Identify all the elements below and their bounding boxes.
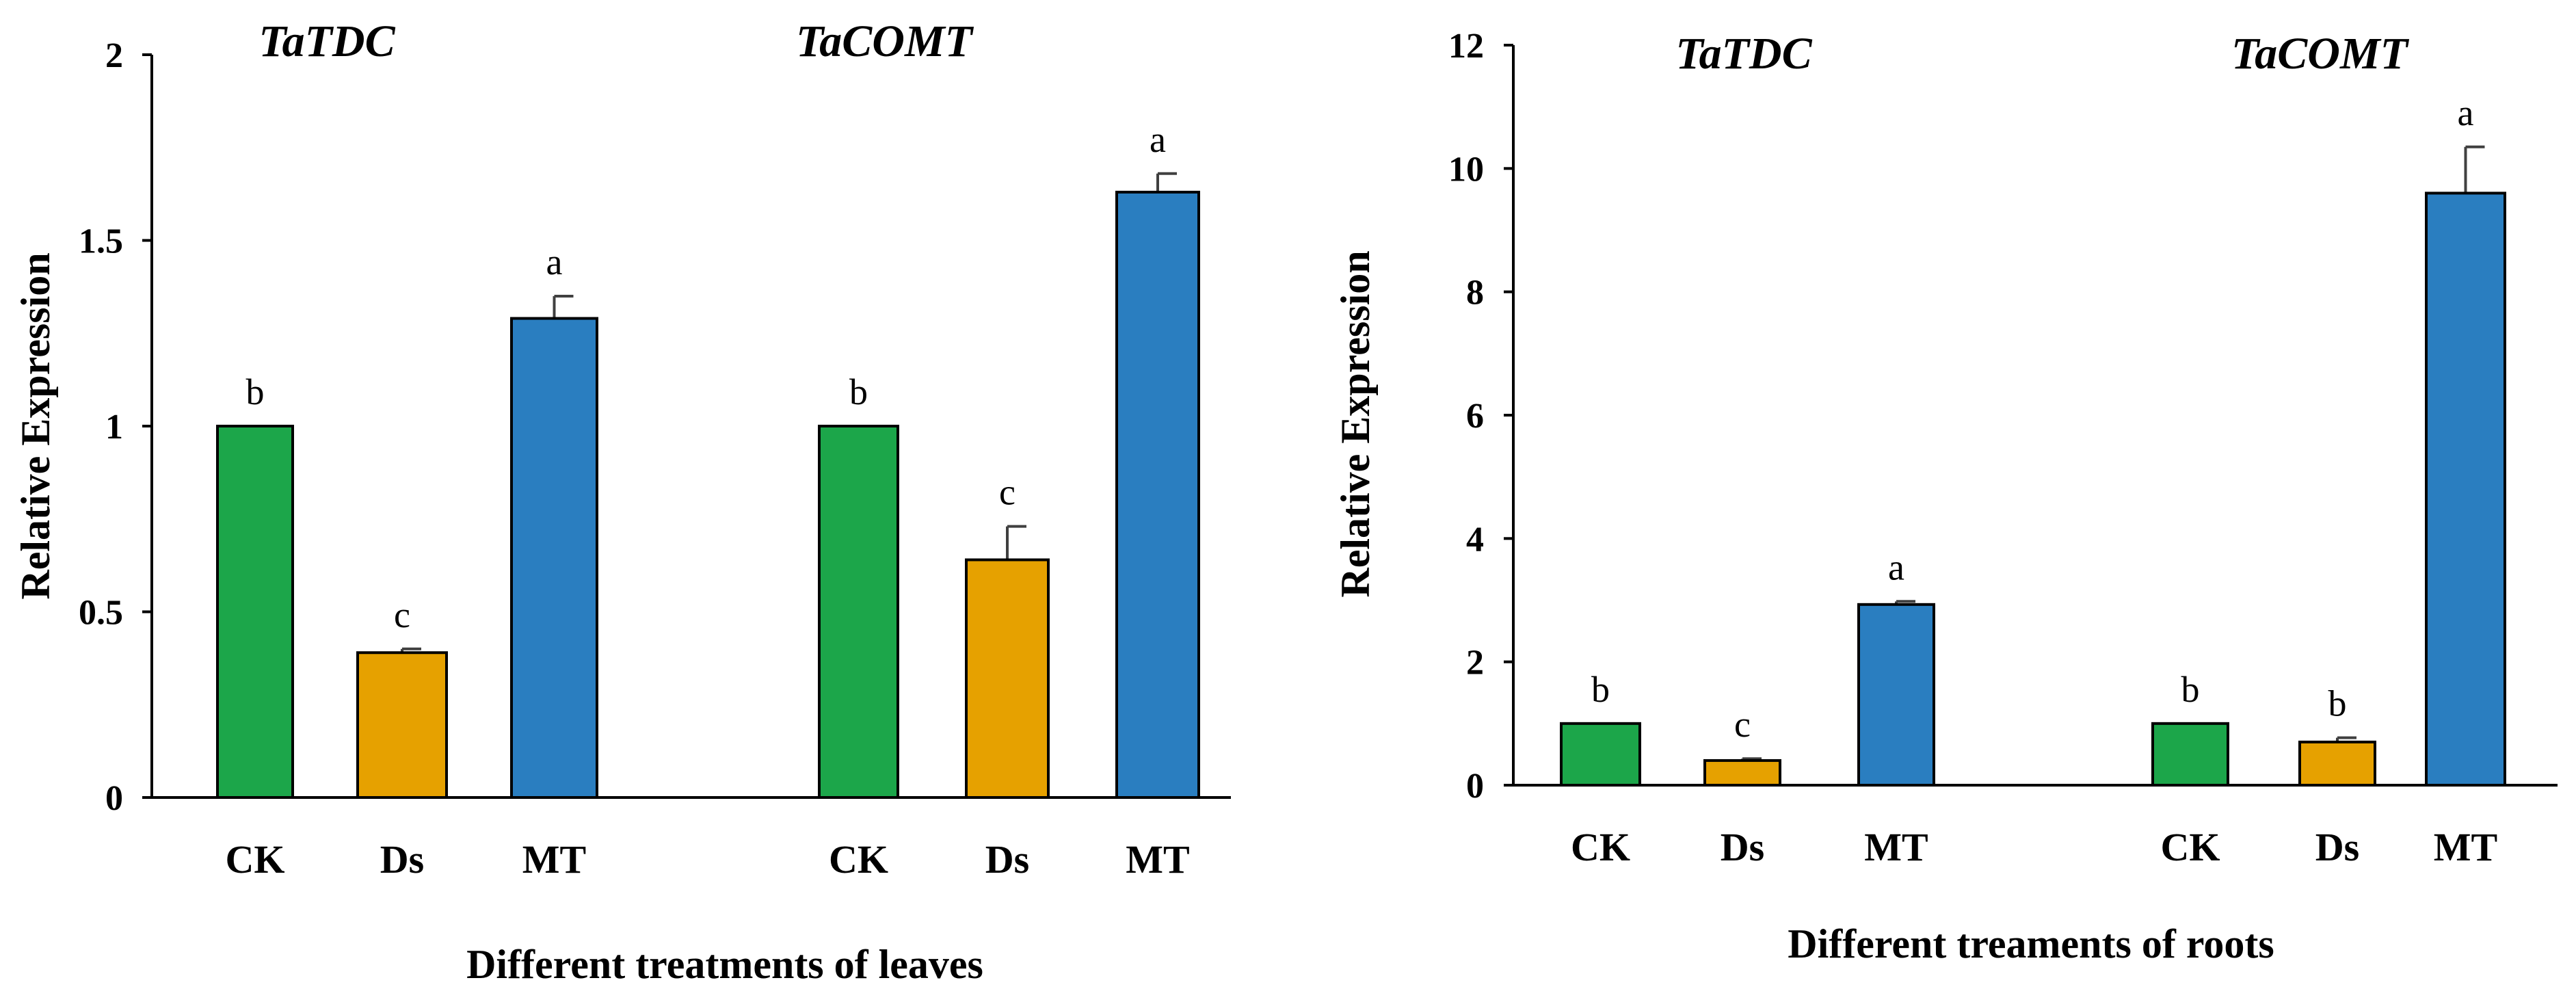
x-axis-label: Different treatments of leaves	[466, 942, 983, 987]
x-axis-label: Different treaments of roots	[1788, 921, 2274, 966]
x-tick-label: MT	[2434, 825, 2497, 869]
y-tick-label: 2	[105, 36, 123, 75]
x-tick-label: CK	[226, 837, 285, 882]
y-tick-label: 2	[1466, 644, 1484, 683]
y-tick-label: 6	[1466, 397, 1484, 436]
y-tick-label: 0.5	[79, 594, 123, 633]
significance-letter: c	[999, 472, 1015, 513]
x-tick-label: Ds	[985, 837, 1029, 882]
bar-mt	[1115, 190, 1200, 800]
y-axis-label: Relative Expression	[1333, 250, 1378, 597]
x-tick-label: Ds	[2315, 825, 2359, 869]
significance-letter: b	[2328, 683, 2347, 724]
significance-letter: a	[546, 241, 563, 282]
x-tick-label: MT	[1864, 825, 1928, 869]
bar-mt	[1857, 603, 1935, 787]
x-tick-label: Ds	[380, 837, 424, 882]
bar-ds	[2298, 740, 2376, 787]
x-tick-label: Ds	[1721, 825, 1764, 869]
x-tick-label: MT	[1126, 837, 1189, 882]
bar-ds	[965, 558, 1050, 799]
gene-label: TaTDC	[1675, 29, 1812, 79]
bar-ck	[216, 425, 294, 799]
bar-mt	[2425, 192, 2506, 787]
bar-ds	[356, 651, 448, 799]
gene-label: TaCOMT	[2231, 29, 2410, 79]
x-tick-label: CK	[1571, 825, 1630, 869]
y-axis-label: Relative Expression	[13, 252, 58, 599]
y-tick-label: 0	[105, 779, 123, 818]
y-tick-label: 1	[105, 408, 123, 447]
y-tick-label: 4	[1466, 520, 1484, 559]
significance-letter: b	[849, 371, 868, 412]
y-tick-label: 0	[1466, 767, 1484, 806]
y-tick-label: 8	[1466, 274, 1484, 313]
gene-label: TaTDC	[258, 16, 395, 66]
x-tick-label: CK	[829, 837, 888, 882]
significance-letter: b	[2181, 669, 2200, 710]
y-tick-label: 12	[1448, 27, 1484, 66]
bar-ck	[1560, 722, 1641, 787]
significance-letter: c	[1734, 704, 1751, 745]
bar-ck	[2151, 722, 2229, 787]
bar-ck	[818, 425, 899, 799]
y-tick-label: 1.5	[79, 222, 123, 261]
y-tick-label: 10	[1448, 150, 1484, 189]
bar-ds	[1703, 759, 1781, 787]
leaves-panel: 0 0.5 1 1.5 2 TaTDC b CK c Ds a MT TaCOMT b CK c Ds a MT Di…	[13, 16, 1231, 987]
significance-letter: a	[1888, 546, 1904, 588]
significance-letter: c	[394, 594, 410, 635]
significance-letter: b	[1591, 669, 1610, 710]
roots-panel: 0 2 4 6 8 10 12 TaTDC b CK c Ds a MT TaCOMT b CK b Ds a MT Di…	[1333, 27, 2558, 966]
x-tick-label: CK	[2161, 825, 2220, 869]
bar-mt	[510, 317, 598, 799]
significance-letter: a	[1150, 119, 1166, 160]
significance-letter: b	[246, 371, 265, 412]
x-tick-label: MT	[522, 837, 586, 882]
significance-letter: a	[2458, 92, 2474, 133]
gene-label: TaCOMT	[796, 16, 974, 66]
